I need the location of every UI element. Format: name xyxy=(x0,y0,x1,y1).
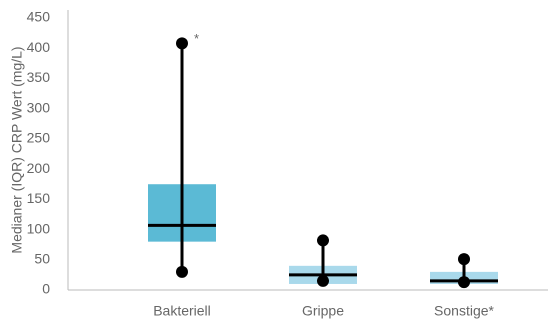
min-dot xyxy=(176,265,188,278)
y-tick-label: 150 xyxy=(27,190,51,206)
y-tick-label: 450 xyxy=(27,9,51,25)
y-tick-label: 250 xyxy=(27,130,51,146)
x-tick-label: Bakteriell xyxy=(153,303,211,319)
y-tick-label: 200 xyxy=(27,160,51,176)
x-tick-label: Grippe xyxy=(302,303,344,319)
annotation: * xyxy=(194,31,199,46)
max-dot xyxy=(176,37,188,50)
max-dot xyxy=(317,234,329,247)
y-tick-label: 100 xyxy=(27,220,51,236)
y-tick-label: 50 xyxy=(34,250,50,266)
x-tick-label: Sonstige* xyxy=(434,303,494,319)
min-dot xyxy=(317,274,329,287)
min-dot xyxy=(458,276,470,289)
y-tick-label: 300 xyxy=(27,99,51,115)
max-dot xyxy=(458,253,470,266)
y-axis-label: Medianer (IQR) CRP Wert (mg/L) xyxy=(9,46,25,253)
y-tick-label: 400 xyxy=(27,39,51,55)
y-tick-label: 350 xyxy=(27,69,51,85)
y-tick-label: 0 xyxy=(42,281,50,297)
